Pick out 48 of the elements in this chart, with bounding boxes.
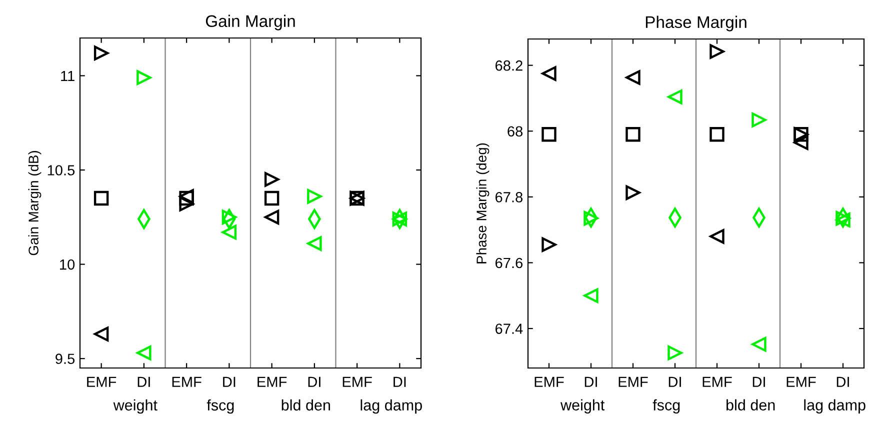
x-tick-label: EMF — [258, 376, 287, 387]
y-tick-label: 10 — [60, 259, 75, 270]
y-tick-label: 10.5 — [48, 165, 75, 176]
point — [710, 127, 724, 142]
x-tick-label: DI — [394, 376, 406, 387]
y-tick-label: 67.6 — [496, 258, 522, 268]
x-tick-label: EMF — [702, 376, 732, 387]
text: lag damp — [360, 399, 422, 414]
text: bld den — [282, 399, 330, 411]
x-tick-label: EMF — [786, 376, 816, 387]
text: fscg — [652, 399, 680, 414]
point — [264, 190, 280, 206]
point — [626, 127, 640, 142]
text: bld den — [726, 399, 775, 410]
x-tick-label: EMF — [534, 376, 564, 387]
chart-title: Phase Margin — [646, 16, 746, 32]
y-tick-label: 11 — [61, 70, 74, 81]
x-tick-label: DI — [836, 376, 849, 387]
text: fscg — [206, 399, 234, 414]
point — [94, 190, 109, 206]
x-tick-label: EMF — [618, 376, 648, 387]
x-tick-label: DI — [584, 376, 597, 387]
x-tick-label: EMF — [87, 376, 116, 387]
x-tick-label: EMF — [172, 376, 202, 387]
point — [307, 236, 322, 251]
y-tick-label: 68.2 — [496, 60, 522, 71]
y-tick-label: 68 — [508, 126, 523, 137]
point — [136, 346, 152, 360]
y-tick-label: 67.8 — [496, 192, 523, 202]
point — [542, 127, 556, 142]
x-tick-label: DI — [308, 376, 320, 387]
x-tick-label: DI — [223, 376, 236, 387]
x-tick-label: DI — [668, 376, 681, 387]
y-tick-label: 67.4 — [496, 324, 523, 334]
text: weight — [560, 399, 605, 414]
point — [668, 346, 682, 360]
x-tick-label: DI — [138, 376, 150, 387]
chart-title: Gain Margin — [206, 14, 295, 30]
point — [752, 112, 766, 128]
y-tick-label: 9.5 — [56, 354, 75, 364]
x-tick-label: DI — [752, 376, 765, 387]
text: lag damp — [804, 399, 866, 414]
point — [584, 210, 598, 226]
point — [222, 224, 237, 240]
y-axis-title: Gain Margin (dB) — [28, 150, 42, 256]
text: weight — [113, 399, 158, 414]
x-tick-label: EMF — [342, 376, 372, 387]
y-axis-title: Phase Margin (deg) — [476, 143, 490, 264]
